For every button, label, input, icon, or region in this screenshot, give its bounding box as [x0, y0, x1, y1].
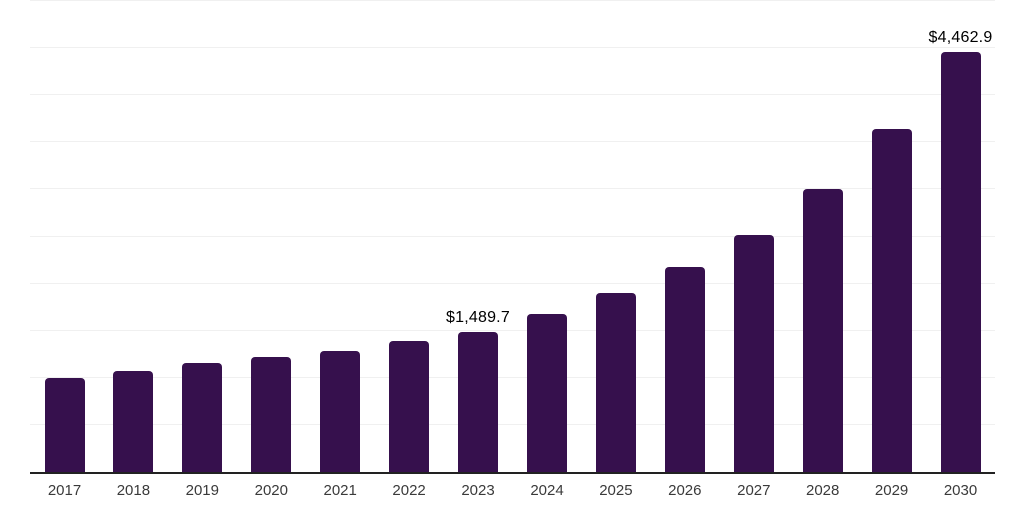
bar-2025: [595, 293, 636, 472]
plot-area: $1,489.7 $4,462.9: [30, 0, 995, 474]
bar-2030: [940, 51, 981, 472]
gridline-4000: [30, 94, 995, 96]
gridline-2500: [30, 235, 995, 237]
bar-value-label-2030: $4,462.9: [928, 28, 993, 46]
gridline-1500: [30, 329, 995, 331]
gridline-3500: [30, 141, 995, 143]
bar-2018: [113, 371, 154, 472]
gridline-2000: [30, 282, 995, 284]
x-tick-label-2021: 2021: [323, 482, 357, 499]
bar-2021: [320, 350, 361, 472]
bar-2022: [389, 341, 430, 472]
bar-2020: [251, 357, 292, 472]
x-tick-label-2027: 2027: [737, 482, 771, 499]
bar-2019: [182, 363, 223, 472]
bar-2017: [44, 377, 85, 472]
x-tick-label-2020: 2020: [254, 482, 288, 499]
bar-2027: [733, 234, 774, 472]
x-tick-label-2018: 2018: [116, 482, 151, 499]
bar-2026: [664, 267, 705, 472]
bar-2023: [458, 331, 498, 472]
bar-value-label-2023: $1,489.7: [446, 308, 510, 326]
bar-2029: [871, 129, 912, 472]
x-tick-label-2030: 2030: [943, 482, 978, 499]
bar-2024: [527, 314, 567, 472]
x-axis-labels: 2017 2018 2019 2020 2021 2022 2023 2024 2025 2026…: [30, 481, 995, 503]
x-tick-label-2022: 2022: [392, 482, 426, 499]
x-tick-label-2029: 2029: [874, 482, 909, 499]
gridline-1000: [30, 376, 995, 378]
x-tick-label-2024: 2024: [530, 482, 564, 499]
x-axis-line: [30, 472, 995, 474]
x-tick-label-2023: 2023: [461, 482, 495, 499]
gridline-3000: [30, 188, 995, 190]
x-tick-label-2028: 2028: [806, 482, 840, 499]
bar-2028: [802, 189, 843, 472]
x-tick-label-2019: 2019: [185, 482, 219, 499]
gridline-4500: [30, 47, 995, 49]
x-tick-label-2026: 2026: [668, 482, 702, 499]
gridline-500: [30, 423, 995, 425]
gridline-5000: [30, 0, 995, 1]
x-tick-label-2025: 2025: [599, 482, 633, 499]
x-tick-label-2017: 2017: [47, 482, 82, 499]
